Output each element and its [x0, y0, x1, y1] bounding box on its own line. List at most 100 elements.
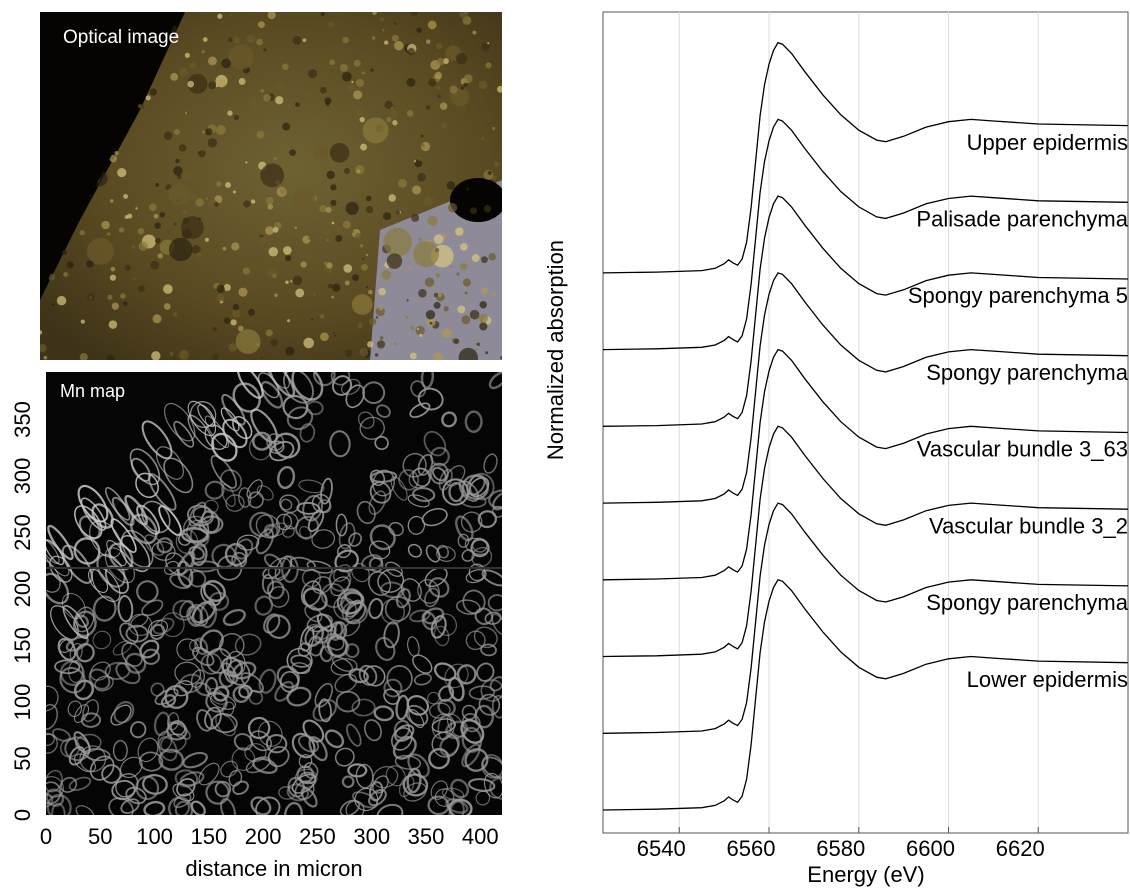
optical-texture [426, 105, 430, 109]
optical-texture [285, 347, 294, 356]
optical-texture [456, 53, 467, 64]
optical-texture [80, 230, 85, 235]
optical-texture [295, 289, 304, 298]
optical-texture [368, 290, 373, 295]
optical-texture [343, 228, 351, 236]
optical-texture [216, 181, 221, 186]
optical-texture [155, 238, 161, 244]
optical-texture [249, 99, 258, 108]
optical-texture [460, 243, 468, 251]
optical-texture [243, 200, 250, 207]
optical-texture [135, 207, 137, 209]
optical-texture [394, 22, 397, 25]
optical-texture [426, 310, 435, 319]
optical-texture [435, 248, 439, 252]
optical-texture [277, 187, 287, 197]
optical-texture [354, 60, 361, 67]
optical-texture [217, 294, 224, 301]
optical-texture [110, 275, 116, 281]
optical-texture [150, 261, 159, 270]
optical-texture [380, 17, 385, 22]
optical-texture [109, 320, 118, 329]
optical-texture [248, 195, 252, 199]
optical-texture [195, 198, 203, 206]
optical-texture [308, 237, 311, 240]
optical-texture [457, 305, 465, 313]
optical-texture [174, 223, 177, 226]
optical-texture [182, 230, 185, 233]
optical-texture [441, 122, 447, 128]
optical-texture [481, 287, 488, 294]
optical-texture [228, 343, 237, 352]
optical-texture [179, 68, 188, 77]
optical-texture [300, 261, 306, 267]
optical-texture [470, 310, 480, 320]
optical-texture [369, 184, 371, 186]
optical-texture [217, 79, 225, 87]
optical-texture [345, 281, 350, 286]
optical-texture [487, 42, 489, 44]
y-tick-label: 0 [10, 809, 35, 821]
optical-texture [425, 277, 435, 287]
optical-texture [464, 74, 473, 83]
mn-map-label: Mn map [60, 381, 125, 401]
optical-texture [251, 199, 255, 203]
optical-texture [340, 64, 348, 72]
optical-texture [485, 62, 491, 68]
optical-texture [406, 78, 415, 87]
optical-texture [163, 284, 173, 294]
y-tick-label: 150 [10, 627, 35, 664]
optical-texture [497, 86, 504, 93]
optical-texture [224, 317, 230, 323]
optical-texture [456, 272, 459, 275]
optical-texture [448, 203, 457, 212]
optical-texture [326, 262, 332, 268]
optical-texture [414, 160, 416, 162]
optical-texture [52, 303, 55, 306]
optical-texture [346, 202, 359, 215]
optical-texture [417, 173, 426, 182]
optical-texture [206, 198, 208, 200]
optical-texture [267, 204, 273, 210]
optical-texture [351, 230, 354, 233]
optical-texture [101, 221, 109, 229]
optical-texture [185, 53, 190, 58]
optical-texture [377, 340, 385, 348]
optical-texture [325, 102, 329, 106]
optical-texture [369, 318, 376, 325]
optical-texture [479, 322, 487, 330]
optical-texture [233, 304, 240, 311]
optical-texture [360, 144, 367, 151]
optical-texture [435, 72, 442, 79]
optical-texture [231, 319, 237, 325]
optical-texture [216, 125, 226, 135]
x-tick-label: 300 [353, 824, 390, 849]
optical-texture [293, 188, 315, 210]
optical-texture [479, 81, 488, 90]
optical-texture [81, 320, 85, 324]
optical-texture [236, 329, 261, 354]
optical-texture [334, 335, 336, 337]
optical-texture [500, 356, 504, 360]
optical-texture [257, 237, 266, 246]
optical-texture [138, 285, 145, 292]
optical-texture [138, 104, 142, 108]
optical-texture [273, 227, 279, 233]
optical-texture [123, 301, 128, 306]
optical-texture [398, 179, 407, 188]
optical-texture [396, 211, 400, 215]
optical-texture [426, 39, 430, 43]
optical-texture [345, 349, 353, 357]
optical-texture [360, 244, 363, 247]
x-axis-label: Energy (eV) [807, 862, 924, 887]
optical-texture [313, 293, 317, 297]
optical-texture [205, 238, 209, 242]
x-tick-label: 6600 [906, 836, 955, 861]
optical-texture [282, 63, 289, 70]
optical-texture [394, 41, 404, 51]
optical-texture [438, 95, 441, 98]
optical-texture [383, 212, 391, 220]
optical-texture [351, 81, 353, 83]
y-tick-label: 200 [10, 571, 35, 608]
optical-texture [208, 57, 217, 66]
